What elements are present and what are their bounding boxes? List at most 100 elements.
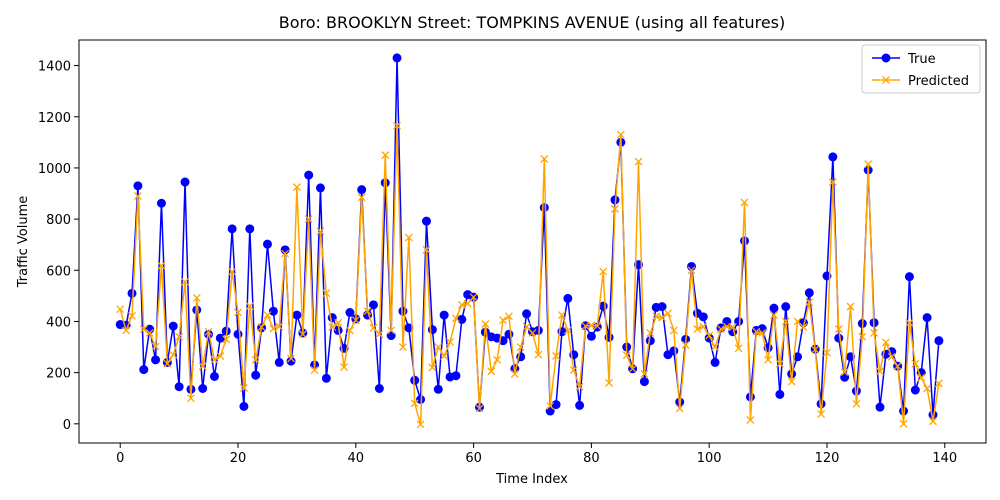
data-point-predicted	[787, 377, 796, 386]
data-point-predicted	[422, 245, 431, 254]
data-point-true	[922, 313, 932, 323]
y-tick-label: 400	[46, 315, 71, 330]
data-point-predicted	[204, 327, 213, 336]
data-point-predicted	[616, 130, 625, 139]
data-point-predicted	[404, 233, 413, 242]
data-point-predicted	[893, 362, 902, 371]
data-point-predicted	[216, 352, 225, 360]
data-point-true	[828, 152, 838, 162]
data-point-predicted	[775, 359, 784, 368]
data-point-predicted	[263, 311, 272, 320]
data-point-predicted	[817, 410, 826, 419]
data-point-true	[368, 300, 378, 310]
data-point-predicted	[528, 329, 537, 337]
data-point-predicted	[664, 309, 672, 318]
data-point-predicted	[870, 329, 879, 337]
data-point-predicted	[292, 183, 301, 192]
data-point-true	[698, 312, 708, 322]
data-point-predicted	[398, 343, 407, 352]
data-point-true	[404, 323, 414, 333]
data-point-predicted	[728, 323, 737, 332]
data-point-true	[274, 357, 284, 367]
data-point-predicted	[605, 378, 614, 387]
x-tick-label: 40	[348, 451, 365, 466]
data-point-true	[304, 170, 314, 180]
data-point-true	[439, 310, 449, 320]
data-point-predicted	[387, 326, 396, 335]
data-point-predicted	[275, 322, 284, 331]
data-point-predicted	[416, 420, 425, 429]
data-point-predicted	[652, 312, 661, 321]
data-point-predicted	[351, 316, 360, 325]
x-axis-ticks: 0 20 40 60 80 100 120 140	[116, 443, 957, 466]
data-point-true	[374, 383, 384, 393]
data-point-true	[280, 245, 290, 255]
data-point-true	[634, 260, 644, 270]
data-point-predicted	[499, 316, 508, 325]
x-tick-label: 140	[932, 451, 957, 466]
data-point-predicted	[222, 335, 231, 344]
y-tick-label: 1200	[38, 111, 71, 126]
data-point-true	[262, 239, 272, 249]
data-point-predicted	[440, 352, 449, 360]
data-point-predicted	[322, 289, 331, 298]
data-point-predicted	[593, 322, 602, 331]
y-tick-label: 0	[63, 418, 71, 433]
data-point-predicted	[363, 307, 372, 316]
data-point-predicted	[628, 364, 637, 373]
data-point-predicted	[864, 160, 873, 169]
data-point-true	[292, 310, 302, 320]
data-point-predicted	[687, 266, 696, 275]
legend-label-true: True	[907, 52, 936, 67]
data-point-true	[215, 333, 225, 343]
data-point-predicted	[681, 341, 690, 349]
data-point-predicted	[746, 416, 755, 424]
data-point-true	[239, 401, 249, 411]
data-point-predicted	[764, 355, 773, 364]
data-point-true	[380, 178, 390, 188]
data-point-predicted	[375, 330, 384, 339]
data-point-predicted	[917, 373, 926, 382]
data-point-predicted	[510, 369, 519, 378]
data-point-true	[174, 382, 184, 392]
data-point-predicted	[911, 359, 920, 368]
data-point-true	[740, 236, 750, 246]
legend-x-marker	[882, 76, 890, 84]
data-point-true	[545, 406, 555, 416]
data-point-true	[575, 400, 585, 410]
data-point-true	[834, 333, 844, 343]
data-point-predicted	[198, 362, 207, 371]
data-point-predicted	[245, 302, 254, 311]
data-point-predicted	[599, 267, 608, 276]
y-tick-label: 1400	[38, 60, 71, 75]
legend-label-predicted: Predicted	[908, 74, 969, 89]
legend: True Predicted	[861, 44, 981, 94]
data-point-true	[386, 331, 396, 341]
data-point-predicted	[557, 311, 566, 320]
data-point-predicted	[811, 345, 820, 354]
data-point-true	[233, 329, 243, 339]
data-point-true	[539, 203, 549, 213]
data-point-predicted	[770, 311, 778, 320]
data-point-predicted	[540, 155, 549, 163]
data-point-true	[934, 336, 944, 346]
data-point-predicted	[340, 363, 348, 371]
data-point-predicted	[181, 277, 189, 286]
y-tick-label: 800	[46, 213, 71, 228]
x-tick-label: 60	[465, 451, 482, 466]
x-tick-label: 20	[230, 451, 247, 466]
data-point-predicted	[357, 193, 366, 202]
data-point-predicted	[858, 332, 867, 341]
data-point-predicted	[563, 326, 572, 335]
data-point-predicted	[210, 355, 219, 364]
data-point-true	[910, 385, 920, 395]
data-point-predicted	[475, 404, 484, 413]
y-tick-label: 1000	[38, 162, 71, 177]
data-point-predicted	[122, 326, 131, 335]
data-point-predicted	[310, 366, 319, 375]
data-point-predicted	[734, 344, 743, 353]
data-point-true	[451, 371, 461, 381]
data-point-predicted	[516, 343, 525, 352]
data-point-true	[657, 302, 667, 312]
data-point-predicted	[298, 330, 307, 339]
